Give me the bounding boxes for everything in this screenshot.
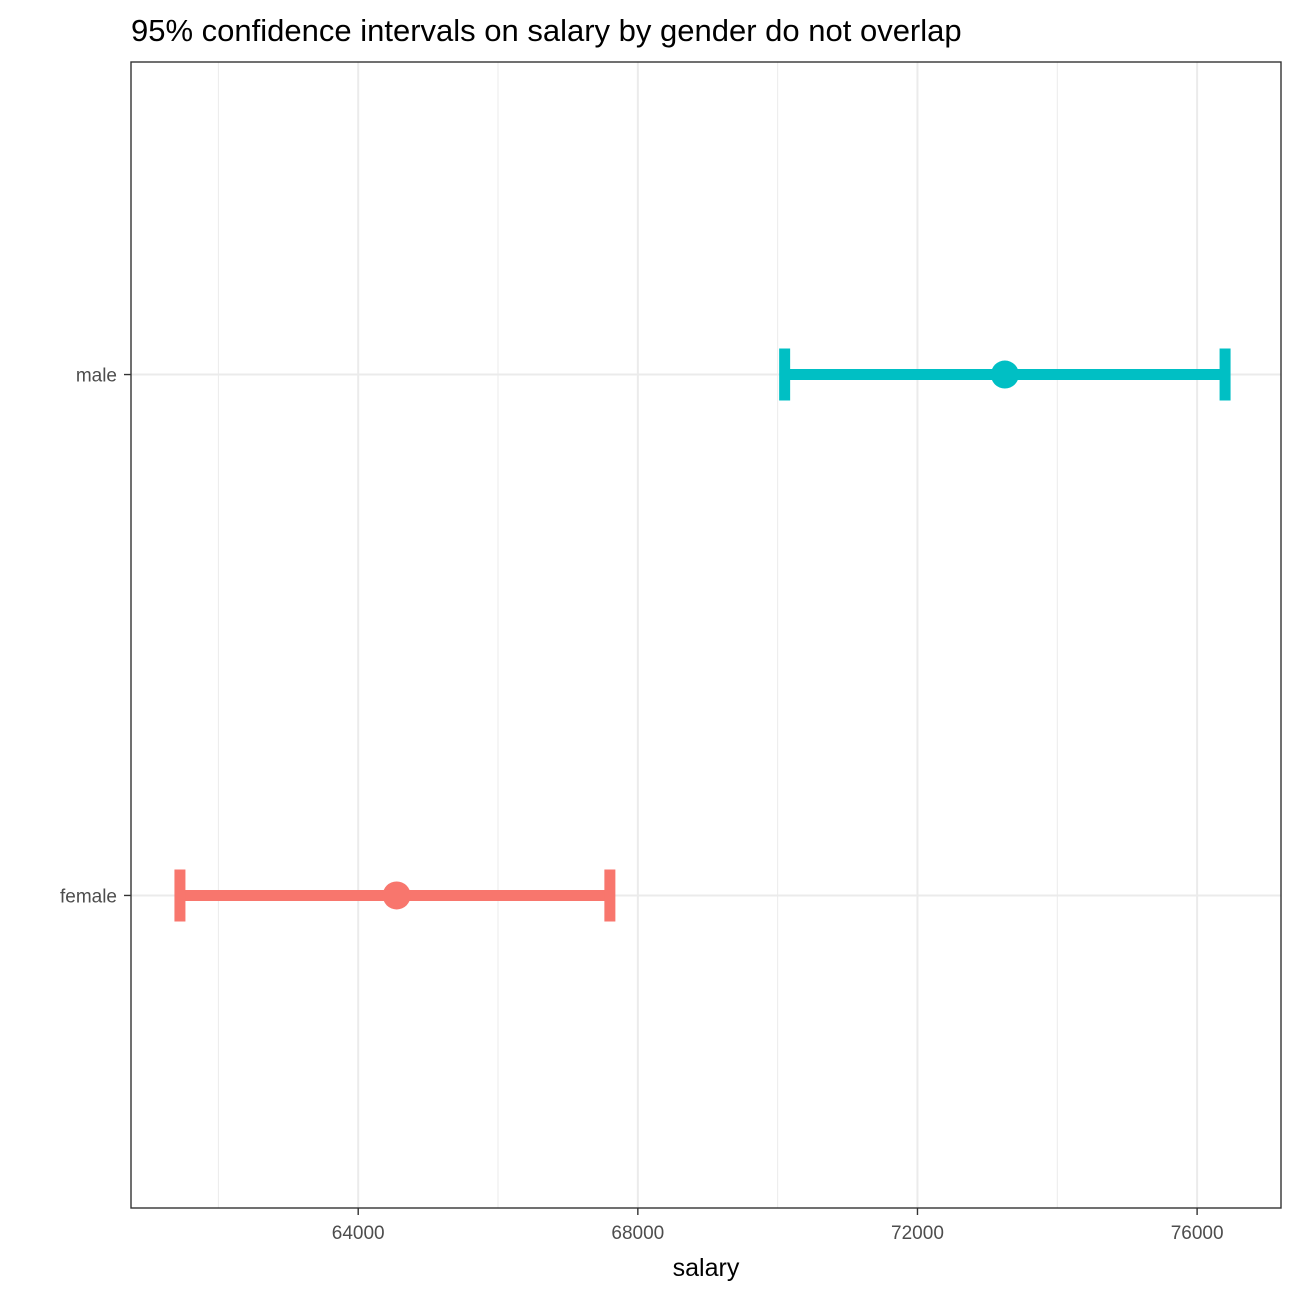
- x-tick-label: 68000: [611, 1223, 664, 1244]
- grid-lines: [131, 62, 1281, 1208]
- y-tick-label: male: [76, 366, 117, 387]
- axes: 64000 68000 72000 76000 female male: [60, 366, 1224, 1244]
- y-tick-label: female: [60, 886, 117, 907]
- x-tick-label: 64000: [332, 1223, 385, 1244]
- point-male-estimate: [990, 360, 1019, 389]
- x-tick-label: 76000: [1171, 1223, 1224, 1244]
- x-tick-label: 72000: [891, 1223, 944, 1244]
- plot-marks: [174, 348, 1231, 922]
- chart-title: 95% confidence intervals on salary by ge…: [131, 13, 962, 48]
- panel-border: [130, 61, 1282, 1209]
- point-female-estimate: [382, 881, 411, 910]
- x-axis-title: salary: [673, 1254, 740, 1282]
